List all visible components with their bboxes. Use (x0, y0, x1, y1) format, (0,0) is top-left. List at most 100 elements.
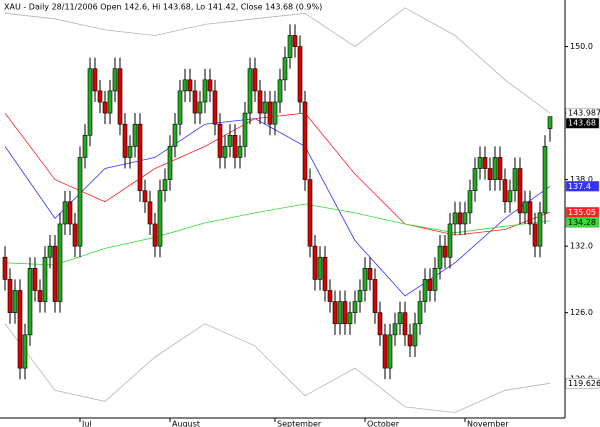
candle-body (522, 201, 528, 214)
candle-body (467, 190, 473, 214)
candle-body (147, 201, 153, 225)
candle-body (227, 134, 233, 147)
candle-body (477, 157, 483, 169)
candle-body (97, 90, 103, 103)
candle-body (422, 279, 428, 302)
candle-body (22, 334, 28, 369)
candle-body (117, 68, 123, 125)
candle-body (332, 301, 338, 325)
candle-body (357, 290, 363, 302)
candle-body (27, 268, 33, 336)
candle-body (107, 90, 113, 114)
candle-body (492, 157, 498, 180)
candle-body (487, 168, 493, 180)
indicator-line (4, 118, 551, 297)
candle-body (542, 146, 548, 214)
candle-body (377, 312, 383, 336)
candle-body (47, 245, 53, 258)
y-tick-label: 138.0 (570, 175, 593, 184)
indicator-line (4, 323, 551, 413)
candle-body (472, 168, 478, 192)
candle-body (527, 201, 533, 225)
candle-body (287, 35, 293, 58)
candle-body (397, 312, 403, 325)
candle-body (302, 101, 308, 180)
value-label: 135.05 (568, 208, 596, 217)
candle-body (297, 46, 303, 103)
candle-body (232, 134, 238, 158)
candle-body (252, 68, 258, 92)
candle-body (307, 179, 313, 247)
candle-body (57, 223, 63, 302)
candle-body (497, 157, 503, 180)
candle-body (82, 134, 88, 158)
candle-body (172, 123, 178, 147)
candle-body (42, 256, 48, 302)
candle-body (122, 123, 128, 158)
candle-body (387, 334, 393, 369)
candle-body (32, 268, 38, 291)
candle-body (457, 212, 463, 225)
candle-body (77, 157, 83, 247)
candle-body (482, 157, 488, 169)
candle-body (37, 290, 43, 302)
candle-body (462, 212, 468, 225)
indicator-line (4, 7, 551, 114)
candle-body (7, 279, 13, 313)
candle-body (52, 245, 58, 302)
candle-body (517, 168, 523, 214)
candle-body (17, 290, 23, 369)
candle-body (257, 90, 263, 114)
chart-title: XAU - Daily 28/11/2006 Open 142.6, Hi 14… (4, 3, 322, 12)
y-tick-label: 126.0 (570, 308, 593, 317)
candle-body (407, 334, 413, 347)
candle-body (192, 90, 198, 114)
candle-body (362, 268, 368, 291)
candle-body (372, 279, 378, 313)
candle-body (152, 223, 158, 247)
candle-body (247, 68, 253, 114)
candle-body (157, 190, 163, 247)
candle-body (142, 190, 148, 203)
candle-body (292, 35, 298, 47)
candle-body (317, 256, 323, 280)
candle-body (137, 123, 143, 192)
x-tick-label: October (367, 420, 400, 427)
value-label: 119.626 (568, 379, 600, 388)
candle-body (92, 68, 98, 92)
candle-body (267, 101, 273, 125)
value-label: 143.68 (568, 119, 596, 128)
candle-body (432, 268, 438, 291)
x-tick-label: August (172, 420, 200, 427)
x-tick-label: Jul (81, 420, 92, 427)
candle-body (197, 101, 203, 114)
candle-body (312, 245, 318, 280)
candle-body (402, 312, 408, 336)
candle-body (102, 101, 108, 114)
candle-body (342, 301, 348, 325)
candle-body (322, 256, 328, 291)
candle-body (177, 90, 183, 125)
y-tick-label: 132.0 (570, 242, 593, 251)
value-label: 143.987 (568, 109, 600, 118)
candle-body (182, 79, 188, 92)
candle-body (442, 245, 448, 258)
candle-body (537, 212, 543, 247)
candle-body (447, 223, 453, 258)
candle-body (272, 101, 278, 125)
candle-body (207, 79, 213, 92)
indicator-line (4, 112, 551, 236)
candle-body (237, 146, 243, 158)
x-tick-label: September (277, 420, 322, 427)
candle-body (87, 68, 93, 136)
candle-body (532, 223, 538, 247)
candle-body (67, 201, 73, 225)
candle-body (512, 168, 518, 192)
candle-body (392, 323, 398, 336)
candle-body (277, 79, 283, 103)
candle-body (187, 79, 193, 92)
candle-body (222, 146, 228, 158)
candle-body (437, 245, 443, 269)
candle-body (352, 301, 358, 313)
candle-body (367, 268, 373, 280)
